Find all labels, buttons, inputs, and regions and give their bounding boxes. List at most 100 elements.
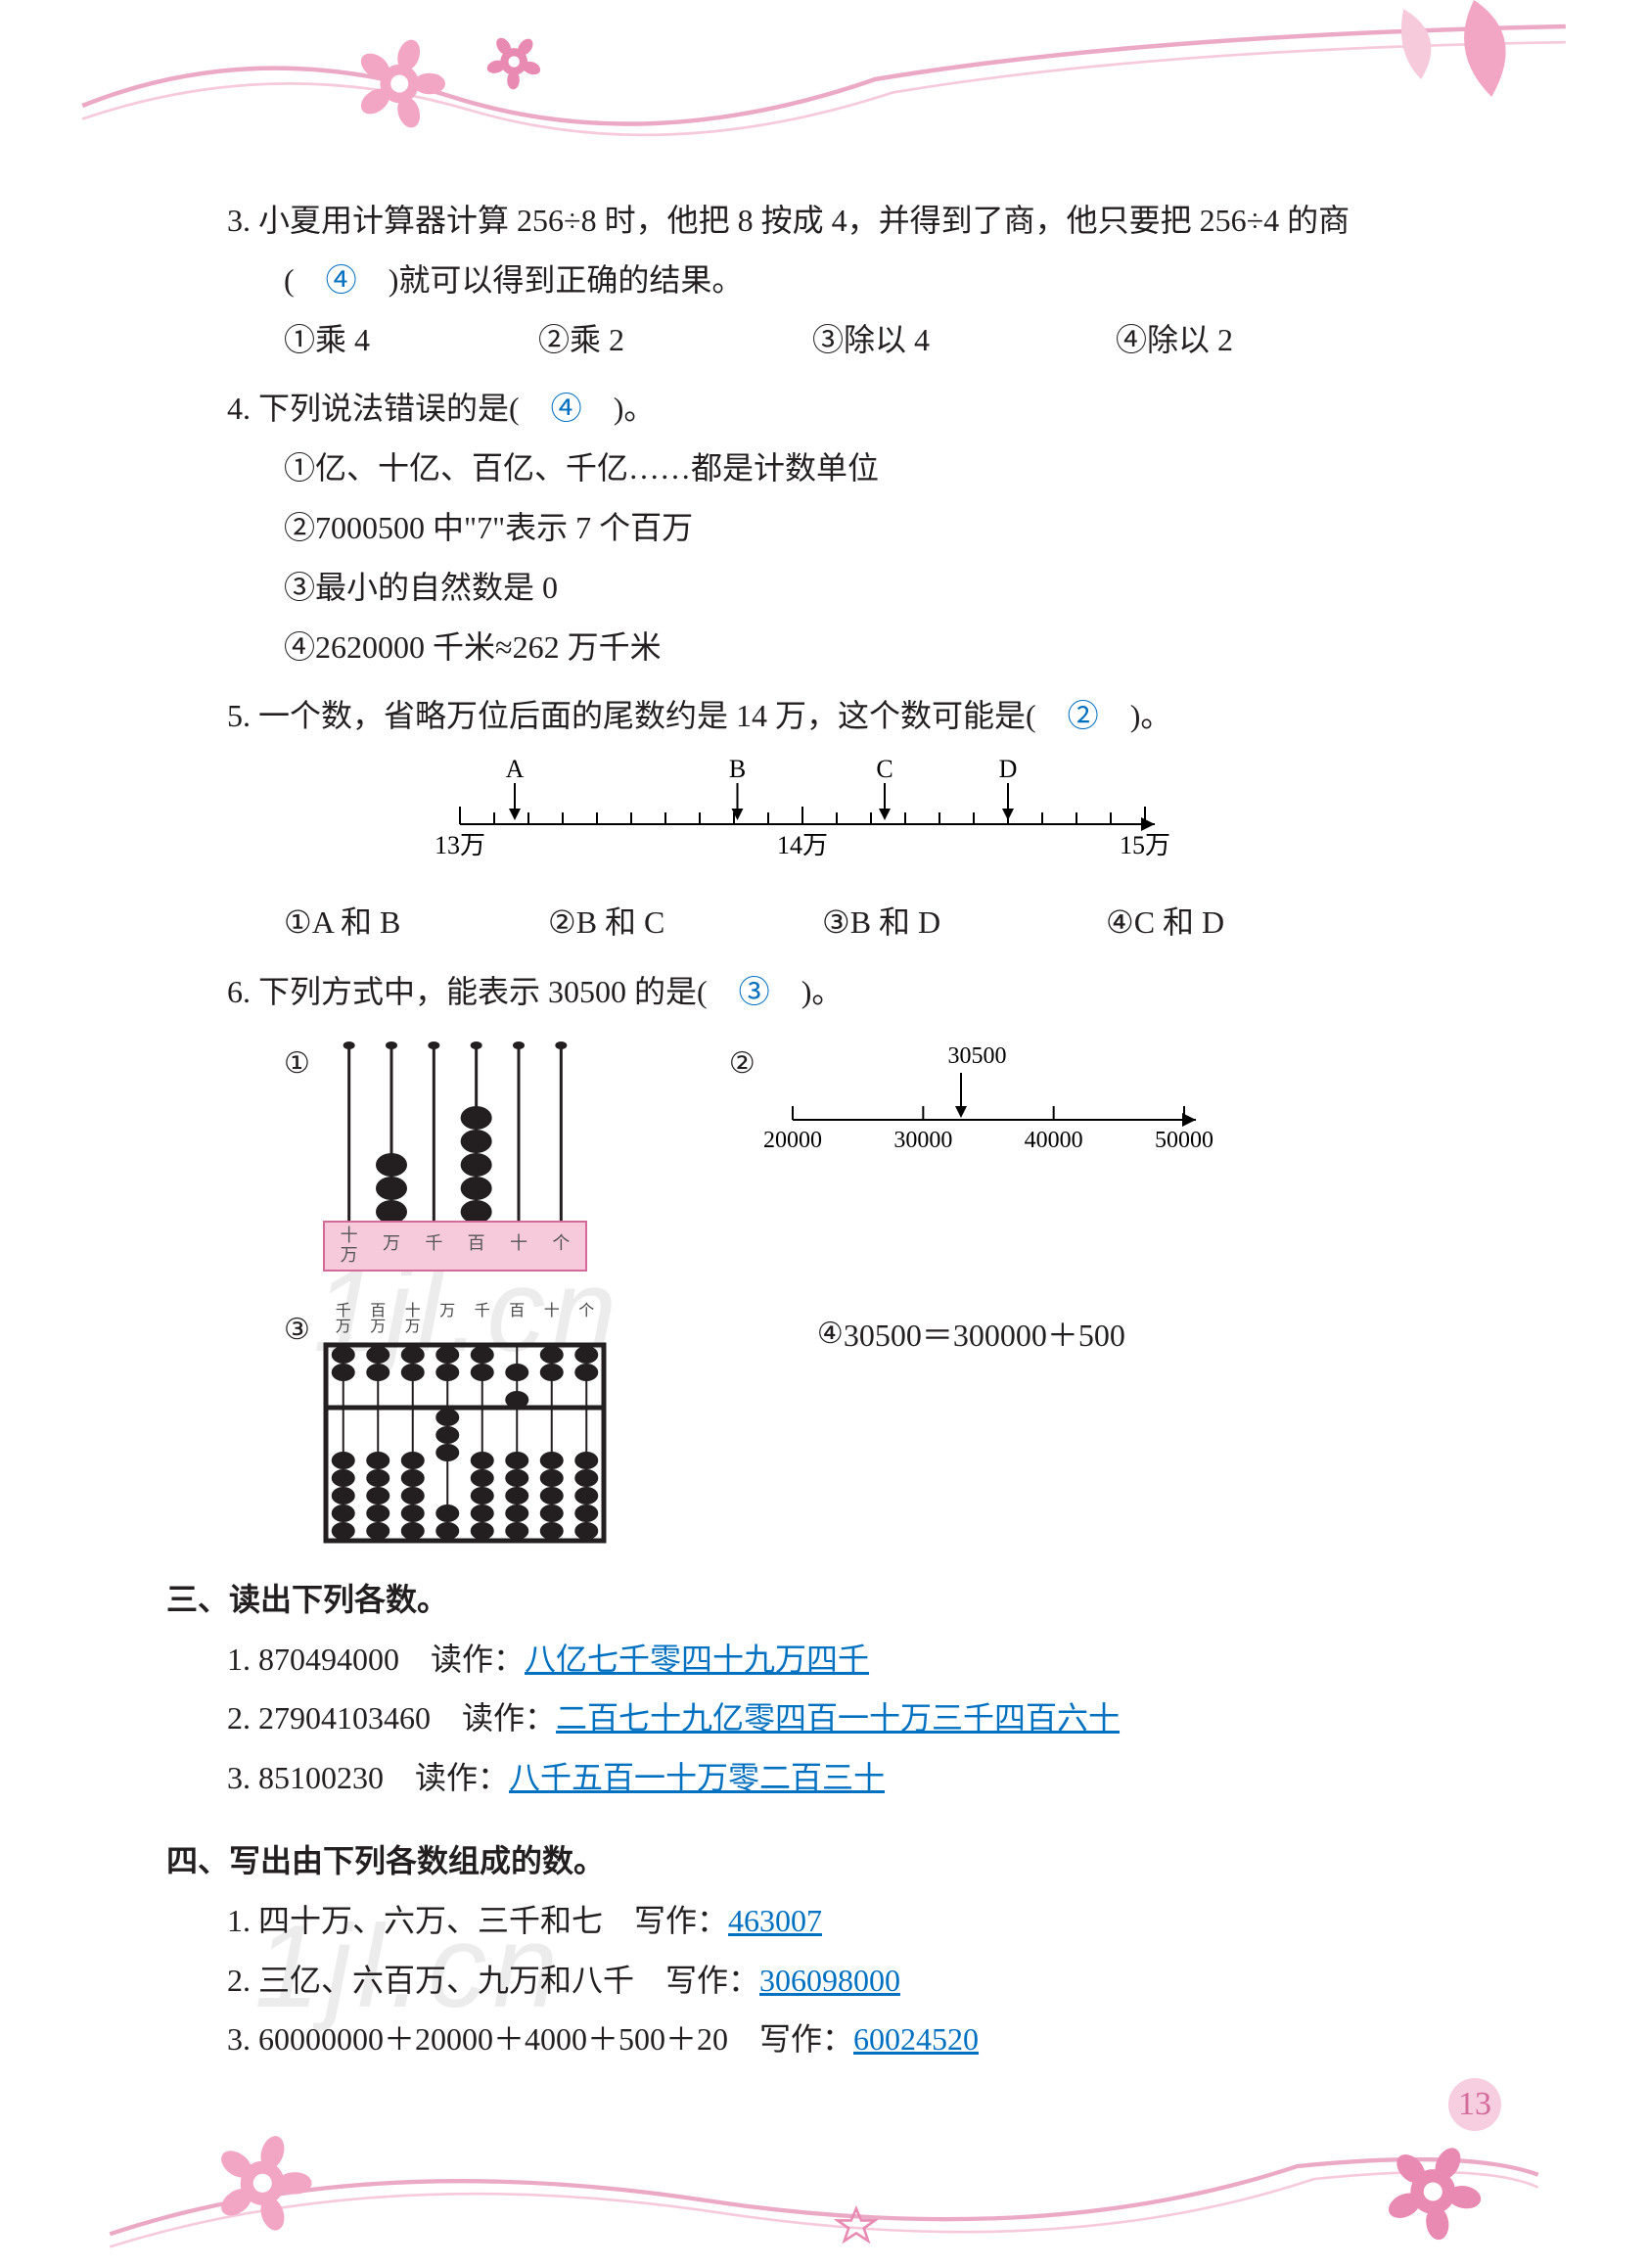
top-decoration	[0, 0, 1648, 176]
q5-stem-a: 一个数，省略万位后面的尾数约是 14 万，这个数可能是(	[258, 698, 1068, 733]
sec3-answer: 八千五百一十万零二百三十	[509, 1760, 885, 1795]
svg-text:十: 十	[544, 1302, 560, 1319]
svg-text:千: 千	[475, 1302, 490, 1319]
sec4-num: 2.	[227, 1963, 258, 1998]
sec3-item-3: 3. 85100230 读作：八千五百一十万零二百三十	[166, 1748, 1497, 1808]
q3-options: ①乘 4 ②乘 2 ③除以 4 ④除以 2	[166, 310, 1497, 370]
sec3-label: 读作：	[415, 1760, 509, 1795]
svg-text:30000: 30000	[893, 1128, 952, 1153]
q4-item-2: ②7000500 中"7"表示 7 个百万	[166, 498, 1497, 558]
section-4-head: 四、写出由下列各数组成的数。	[166, 1831, 1497, 1891]
svg-text:十: 十	[341, 1226, 358, 1245]
svg-text:个: 个	[552, 1233, 570, 1253]
q5-stem-b: )。	[1099, 698, 1172, 733]
svg-text:万: 万	[383, 1233, 400, 1253]
sec3-answer: 八亿七千零四十九万四千	[525, 1642, 869, 1677]
question-3: 3. 小夏用计算器计算 256÷8 时，他把 8 按成 4，并得到了商，他只要把…	[166, 191, 1497, 369]
q6-opt3-label: ③	[284, 1314, 310, 1346]
sec3-val: 85100230	[258, 1760, 384, 1795]
q5-num: 5.	[227, 698, 251, 733]
svg-text:15万: 15万	[1120, 831, 1170, 859]
q6-answer: ③	[739, 974, 770, 1009]
sec4-text: 60000000＋20000＋4000＋500＋20 写作：	[258, 2021, 853, 2057]
q6-opt4: ④30500＝300000＋500	[749, 1302, 1125, 1365]
section-3-head: 三、读出下列各数。	[166, 1570, 1497, 1630]
svg-text:A: A	[506, 756, 525, 783]
q3-opt-b: ②乘 2	[538, 310, 812, 370]
sec3-val: 27904103460	[258, 1700, 431, 1736]
q3-opt-a: ①乘 4	[284, 310, 538, 370]
svg-text:百: 百	[509, 1303, 525, 1319]
q6-opt4-text: 30500＝300000＋500	[844, 1318, 1125, 1353]
q4-num: 4.	[227, 391, 251, 426]
svg-text:百: 百	[370, 1303, 386, 1319]
q3-opt-d: ④除以 2	[1116, 310, 1370, 370]
sec3-val: 870494000	[258, 1642, 399, 1677]
q6-opt4-label: ④	[817, 1318, 844, 1350]
svg-text:40000: 40000	[1024, 1128, 1082, 1153]
svg-text:万: 万	[341, 1245, 358, 1265]
sec4-text: 四十万、六万、三千和七 写作：	[258, 1903, 728, 1938]
q5-answer: ②	[1068, 698, 1099, 733]
q4-item-3: ③最小的自然数是 0	[166, 558, 1497, 618]
question-6: 6. 下列方式中，能表示 30500 的是( ③ )。 ① 十万万千百十个 ② …	[166, 962, 1497, 1547]
sec3-num: 3.	[227, 1760, 258, 1795]
svg-text:十: 十	[405, 1302, 421, 1319]
svg-text:14万: 14万	[777, 831, 828, 859]
q6-stem-a: 下列方式中，能表示 30500 的是(	[258, 974, 739, 1009]
q4-stem-b: )。	[582, 391, 656, 426]
sec4-item-3: 3. 60000000＋20000＋4000＋500＋20 写作：6002452…	[166, 2010, 1497, 2069]
sec3-num: 2.	[227, 1700, 258, 1736]
svg-text:B: B	[729, 756, 746, 783]
sec3-item-2: 2. 27904103460 读作：二百七十九亿零四百一十万三千四百六十	[166, 1689, 1497, 1748]
question-5: 5. 一个数，省略万位后面的尾数约是 14 万，这个数可能是( ② )。 13万…	[166, 686, 1497, 952]
q4-answer: ④	[551, 391, 582, 426]
q4-item-4: ④2620000 千米≈262 万千米	[166, 618, 1497, 677]
q3-line1: 小夏用计算器计算 256÷8 时，他把 8 按成 4，并得到了商，他只要把 25…	[258, 203, 1350, 238]
q3-blank-l: (	[284, 262, 326, 298]
q6-opt1-label: ①	[284, 1047, 310, 1080]
svg-text:百: 百	[468, 1233, 485, 1253]
q6-counting-frame: 十万万千百十个	[318, 1036, 592, 1280]
svg-text:13万: 13万	[435, 831, 485, 859]
q6-opt1: ① 十万万千百十个	[284, 1036, 592, 1280]
svg-text:万: 万	[439, 1303, 455, 1319]
question-4: 4. 下列说法错误的是( ④ )。 ①亿、十亿、百亿、千亿……都是计数单位 ②7…	[166, 379, 1497, 676]
q4-stem-a: 下列说法错误的是(	[258, 391, 551, 426]
q6-opt2-label: ②	[729, 1047, 755, 1080]
svg-text:万: 万	[370, 1319, 386, 1335]
sec4-num: 3.	[227, 2021, 258, 2057]
q3-blank-r: )就可以得到正确的结果。	[357, 262, 744, 298]
svg-text:个: 个	[578, 1302, 594, 1319]
sec3-num: 1.	[227, 1642, 258, 1677]
q6-opt2: ② 3050020000300004000050000	[729, 1036, 1213, 1173]
q6-number-line: 3050020000300004000050000	[763, 1036, 1213, 1173]
svg-text:万: 万	[405, 1319, 421, 1335]
q3-answer: ④	[326, 262, 357, 298]
svg-text:十: 十	[510, 1233, 527, 1253]
svg-text:D: D	[999, 756, 1018, 783]
q3-num: 3.	[227, 203, 251, 238]
q3-opt-c: ③除以 4	[812, 310, 1116, 370]
page-content: 3. 小夏用计算器计算 256÷8 时，他把 8 按成 4，并得到了商，他只要把…	[166, 191, 1497, 2069]
q6-num: 6.	[227, 974, 251, 1009]
q6-opt3: ③ 千万百万十万万千百十个	[284, 1302, 612, 1547]
svg-text:千: 千	[336, 1302, 351, 1319]
svg-text:万: 万	[336, 1319, 351, 1335]
sec4-text: 三亿、六百万、九万和八千 写作：	[258, 1963, 759, 1998]
q6-stem-b: )。	[770, 974, 844, 1009]
sec4-item-1: 1. 四十万、六万、三千和七 写作：463007	[166, 1891, 1497, 1951]
sec3-label: 读作：	[431, 1642, 525, 1677]
q5-options: ①A 和 B ②B 和 C ③B 和 D ④C 和 D	[166, 893, 1497, 952]
q5-opt-d: ④C 和 D	[1106, 893, 1360, 952]
sec3-answer: 二百七十九亿零四百一十万三千四百六十	[556, 1700, 1120, 1736]
sec4-answer: 463007	[728, 1903, 822, 1938]
q5-opt-c: ③B 和 D	[822, 893, 1106, 952]
sec4-answer: 60024520	[853, 2021, 979, 2057]
q5-opt-b: ②B 和 C	[548, 893, 822, 952]
svg-text:20000: 20000	[763, 1128, 822, 1153]
sec3-label: 读作：	[462, 1700, 556, 1736]
svg-text:50000: 50000	[1155, 1128, 1213, 1153]
q4-item-1: ①亿、十亿、百亿、千亿……都是计数单位	[166, 439, 1497, 498]
sec4-answer: 306098000	[759, 1963, 900, 1998]
